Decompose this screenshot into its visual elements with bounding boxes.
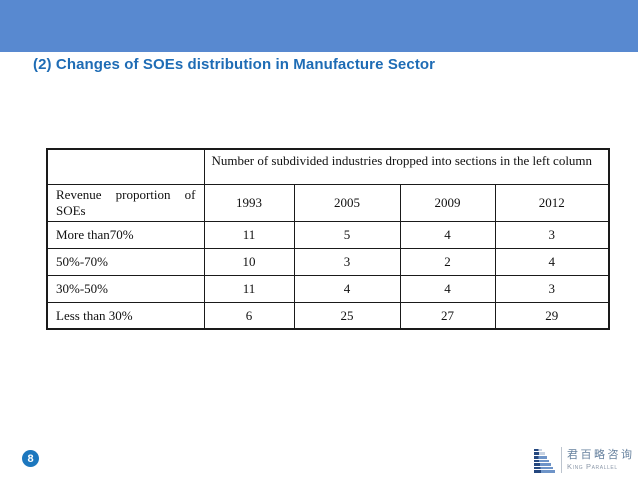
logo-name-chinese: 君百略咨询 — [567, 448, 635, 461]
table-cell: 4 — [399, 274, 496, 303]
soe-distribution-table: Number of subdivided industries dropped … — [46, 148, 610, 331]
table-cell: 3 — [293, 247, 401, 276]
table-row-merged-header: Number of subdivided industries dropped … — [46, 148, 610, 185]
table-row: 50%-70% 10 3 2 4 — [46, 247, 610, 276]
table-cell: 3 — [494, 220, 610, 249]
table-cell: 25 — [293, 301, 401, 330]
table-cell: 11 — [203, 274, 295, 303]
row-label: More than70% — [46, 220, 205, 249]
table-cell: 5 — [293, 220, 401, 249]
table-cell: 6 — [203, 301, 295, 330]
year-header-2005: 2005 — [293, 184, 401, 222]
king-parallel-logo: 君百略咨询 King Parallel — [534, 446, 635, 473]
bar-chart-icon — [534, 446, 557, 473]
year-header-1993: 1993 — [203, 184, 295, 222]
merged-header-cell: Number of subdivided industries dropped … — [203, 148, 610, 185]
row-label: 30%-50% — [46, 274, 205, 303]
year-header-2009: 2009 — [399, 184, 496, 222]
table-cell: 4 — [293, 274, 401, 303]
table-row-years: Revenue proportion of SOEs 1993 2005 200… — [46, 184, 610, 222]
table-cell: 2 — [399, 247, 496, 276]
table-row: 30%-50% 11 4 4 3 — [46, 274, 610, 303]
table-cell: 11 — [203, 220, 295, 249]
logo-name-english: King Parallel — [567, 461, 618, 471]
table-cell: 10 — [203, 247, 295, 276]
page-number-badge: 8 — [22, 450, 39, 467]
table-cell: 27 — [399, 301, 496, 330]
row-header-cell: Revenue proportion of SOEs — [46, 184, 205, 222]
row-label: Less than 30% — [46, 301, 205, 330]
page-title: (2) Changes of SOEs distribution in Manu… — [33, 56, 436, 73]
table-cell: 4 — [494, 247, 610, 276]
row-label: 50%-70% — [46, 247, 205, 276]
logo-divider — [561, 446, 562, 473]
empty-corner-cell — [46, 148, 205, 185]
table-cell: 29 — [494, 301, 610, 330]
table-row: More than70% 11 5 4 3 — [46, 220, 610, 249]
table-cell: 3 — [494, 274, 610, 303]
table-cell: 4 — [399, 220, 496, 249]
top-banner — [0, 0, 638, 52]
year-header-2012: 2012 — [494, 184, 610, 222]
table-row: Less than 30% 6 25 27 29 — [46, 301, 610, 330]
